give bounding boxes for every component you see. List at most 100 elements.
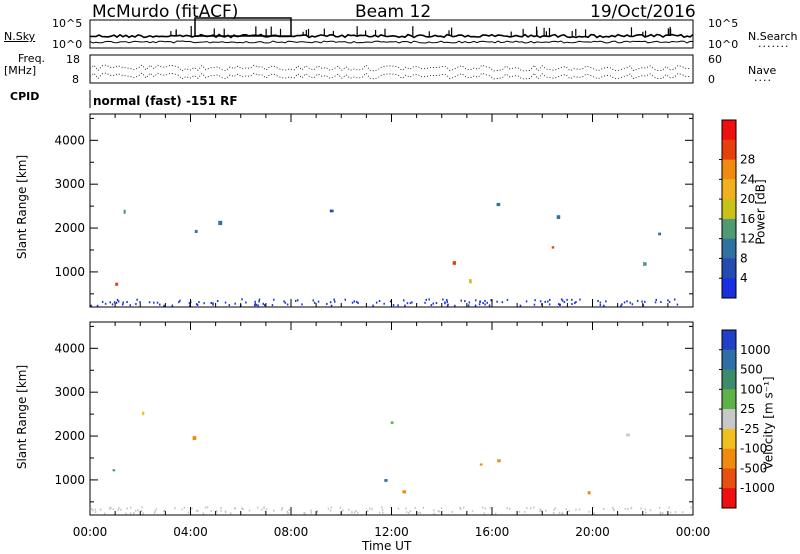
ground-speckle xyxy=(104,512,106,515)
nsearch-label: N.Search xyxy=(748,30,798,43)
ground-speckle xyxy=(561,512,563,515)
ground-speckle xyxy=(122,301,124,304)
ground-speckle xyxy=(90,304,92,307)
freq-tick-top: 18 xyxy=(66,53,80,66)
data-cell xyxy=(194,229,198,233)
ground-speckle xyxy=(261,508,263,511)
ground-speckle xyxy=(241,507,243,510)
ground-speckle xyxy=(112,508,115,511)
colorbar-segment xyxy=(722,139,736,161)
y-tick-label: 2000 xyxy=(54,429,85,443)
ground-speckle xyxy=(187,511,190,514)
ground-speckle xyxy=(142,512,144,515)
ground-speckle xyxy=(529,507,532,510)
colorbar-tick-label: -1000 xyxy=(740,481,775,495)
ground-speckle xyxy=(357,302,359,305)
ground-speckle xyxy=(566,298,568,301)
colorbar-segment xyxy=(722,218,736,240)
ground-speckle xyxy=(674,511,677,514)
ground-speckle xyxy=(612,508,615,511)
ground-speckle xyxy=(422,506,424,509)
ground-speckle xyxy=(597,300,599,302)
data-cell xyxy=(658,232,662,236)
ground-speckle xyxy=(316,510,319,512)
ground-speckle xyxy=(154,510,156,513)
ground-speckle xyxy=(475,299,477,302)
x-tick-label: 00:00 xyxy=(73,525,108,539)
nsky-panel-frame xyxy=(89,19,694,49)
ground-speckle xyxy=(163,510,165,512)
ground-speckle xyxy=(548,303,551,306)
colorbar-tick-label: 100 xyxy=(740,382,763,396)
ground-speckle xyxy=(156,301,159,304)
ground-speckle xyxy=(126,507,128,510)
ground-speckle xyxy=(558,303,560,306)
freq-panel-frame xyxy=(89,54,694,84)
ground-speckle xyxy=(153,301,155,304)
ground-speckle xyxy=(478,303,481,306)
ground-speckle xyxy=(496,300,498,303)
ground-speckle xyxy=(549,298,551,301)
ground-speckle xyxy=(351,301,354,304)
ground-speckle xyxy=(255,303,258,306)
nsky-highlight-box xyxy=(194,17,292,37)
ground-speckle xyxy=(409,302,412,305)
ground-speckle xyxy=(623,301,626,304)
ground-speckle xyxy=(204,506,207,509)
colorbar-segment xyxy=(722,409,736,430)
ground-speckle xyxy=(631,303,634,306)
freq-label: Freq. xyxy=(18,52,46,65)
ground-speckle xyxy=(155,508,158,511)
colorbar-tick-label: 500 xyxy=(740,363,763,377)
ground-speckle xyxy=(94,511,97,514)
ground-speckle xyxy=(447,303,449,306)
ground-speckle xyxy=(566,511,568,514)
ground-speckle xyxy=(599,304,602,307)
ground-speckle xyxy=(624,508,627,511)
ground-speckle xyxy=(468,301,471,304)
panel-frame xyxy=(89,113,694,308)
ground-speckle xyxy=(444,302,446,305)
colorbar-tick-label: 25 xyxy=(740,402,755,416)
ground-speckle xyxy=(578,508,581,511)
ground-speckle xyxy=(181,508,183,511)
nave-trace xyxy=(89,72,691,80)
ground-speckle xyxy=(660,512,662,515)
ground-speckle xyxy=(629,301,631,304)
ground-speckle xyxy=(118,507,120,510)
ground-speckle xyxy=(442,298,444,301)
ground-speckle xyxy=(474,304,477,307)
ground-speckle xyxy=(626,300,628,303)
ground-speckle xyxy=(481,506,484,509)
y-tick-label: 4000 xyxy=(54,341,85,355)
ground-speckle xyxy=(355,510,357,512)
y-tick-label: 3000 xyxy=(54,177,85,191)
data-cell xyxy=(551,246,555,249)
colorbar-tick-label: -500 xyxy=(740,461,767,475)
ground-speckle xyxy=(552,512,555,514)
ground-speckle xyxy=(482,302,484,304)
ground-speckle xyxy=(153,511,156,514)
colorbar-tick-label: 28 xyxy=(740,153,755,167)
ground-speckle xyxy=(430,304,433,307)
colorbar-tick-label: 12 xyxy=(740,232,755,246)
colorbar-segment xyxy=(722,428,736,450)
panel-frame xyxy=(89,321,694,516)
colorbar-segment xyxy=(722,389,736,410)
ground-speckle xyxy=(471,510,474,513)
ground-speckle xyxy=(419,511,422,514)
ground-speckle xyxy=(460,299,462,302)
ground-speckle xyxy=(438,510,441,513)
ground-speckle xyxy=(383,302,385,305)
freq-trace xyxy=(89,64,691,72)
nsky-tick-top: 10^5 xyxy=(52,17,83,30)
ground-speckle xyxy=(116,298,119,301)
ground-speckle xyxy=(506,298,509,301)
ground-speckle xyxy=(109,506,111,509)
ground-speckle xyxy=(644,508,646,511)
data-cell xyxy=(142,411,145,416)
colorbar-segment xyxy=(722,369,736,390)
ground-speckle xyxy=(649,509,652,512)
ground-speckle xyxy=(203,302,205,305)
colorbar-tick-label: 20 xyxy=(740,192,755,206)
